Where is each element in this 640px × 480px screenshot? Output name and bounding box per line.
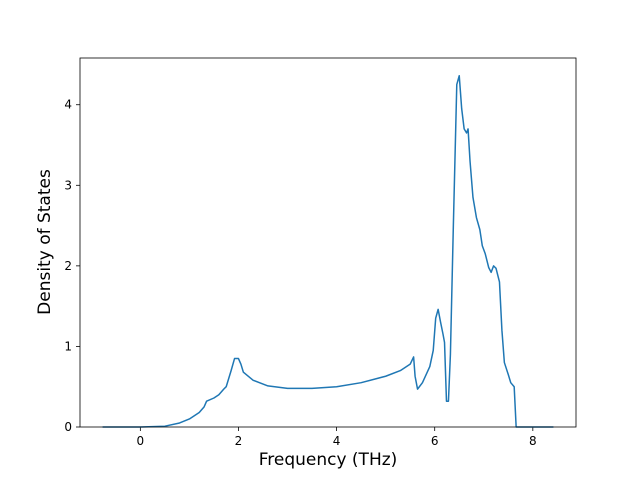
y-tick-label: 4 [64,98,72,112]
x-axis-label: Frequency (THz) [259,450,398,470]
x-tick-label: 0 [137,434,145,448]
line-series [102,74,554,428]
y-tick-label: 0 [64,420,72,434]
y-tick-label: 2 [64,259,72,273]
x-tick-label: 4 [333,434,341,448]
y-tick-label: 3 [64,178,72,192]
x-tick-label: 2 [235,434,243,448]
x-tick-label: 8 [529,434,537,448]
x-tick-label: 6 [431,434,439,448]
y-tick-label: 1 [64,339,72,353]
plot-frame [79,57,577,428]
y-axis-label: Density of States [35,169,55,315]
